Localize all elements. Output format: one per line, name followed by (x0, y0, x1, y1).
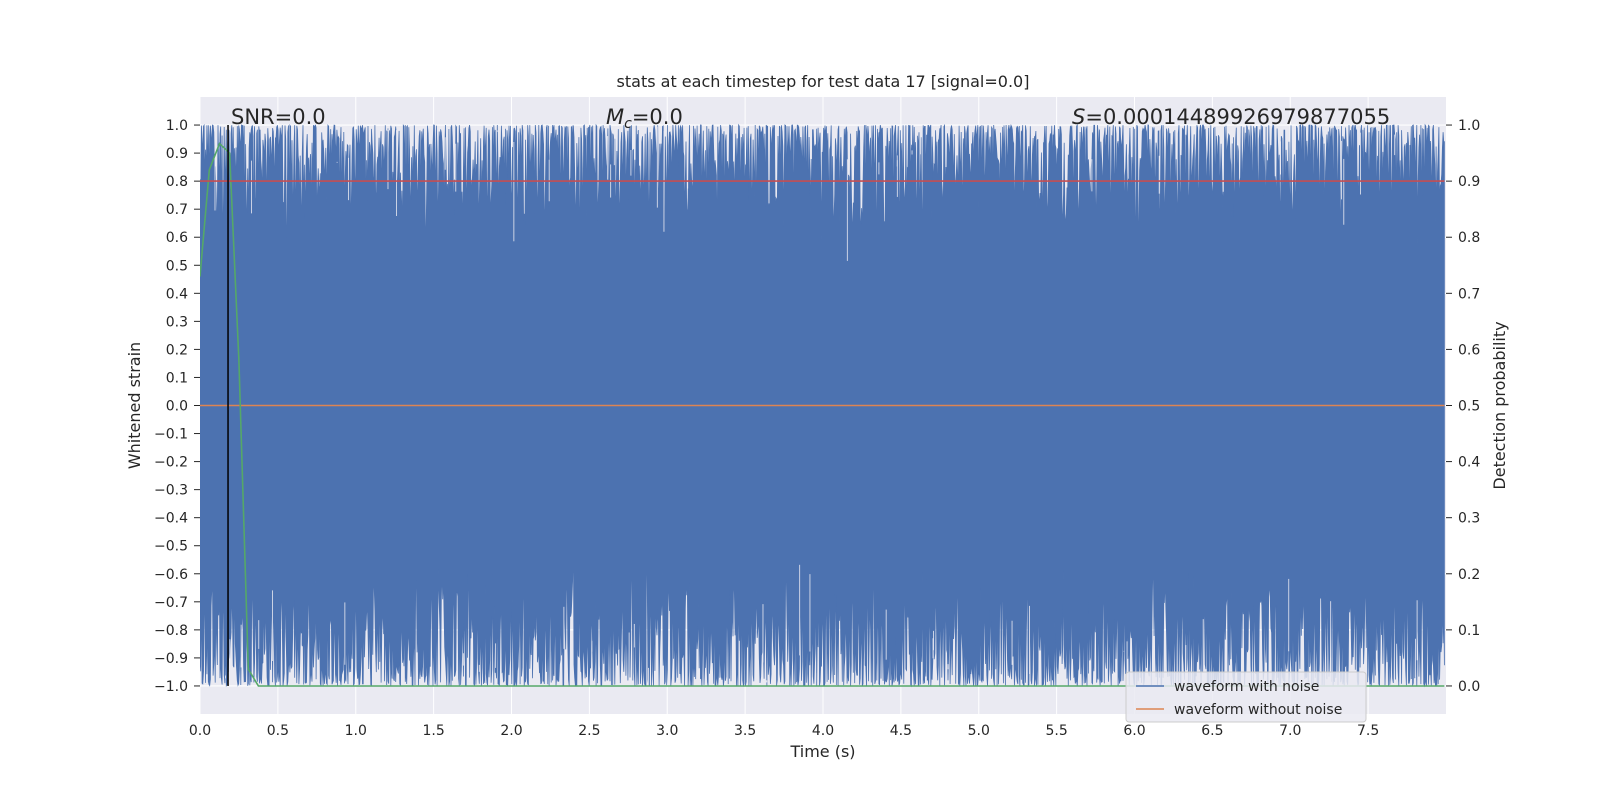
y2-tick-label: 0.9 (1458, 174, 1480, 190)
y-tick-label: −0.2 (154, 455, 188, 471)
y2-tick-label: 0.6 (1458, 342, 1480, 358)
y-tick-label: 0.6 (166, 230, 188, 246)
y-tick-label: −0.7 (154, 595, 188, 611)
legend-label-waveform-without-noise: waveform without noise (1174, 702, 1342, 718)
x-axis-ticks: 0.0 0.5 1.0 1.5 2.0 2.5 3.0 3.5 4.0 4.5 5.0 5.5 6.0 6… (189, 723, 1379, 739)
y-tick-label: −0.9 (154, 651, 188, 667)
x-tick-label: 7.5 (1357, 723, 1379, 739)
legend: waveform with noise waveform without noi… (1126, 672, 1366, 722)
y-tick-label: 1.0 (166, 118, 188, 134)
y-axis-left-label: Whitened strain (125, 342, 144, 469)
x-tick-label: 5.5 (1045, 723, 1067, 739)
y-tick-label: 0.7 (166, 202, 188, 218)
x-tick-label: 6.0 (1123, 723, 1145, 739)
y-tick-label: 0.3 (166, 314, 188, 330)
x-tick-label: 7.0 (1279, 723, 1301, 739)
y-tick-label: 0.9 (166, 146, 188, 162)
y-tick-label: 0.1 (166, 370, 188, 386)
chirp-mass-annotation: Mc=0.0 (606, 105, 683, 132)
x-tick-label: 2.5 (578, 723, 600, 739)
y2-tick-label: 0.2 (1458, 567, 1480, 583)
y-tick-label: 0.4 (166, 286, 188, 302)
y2-tick-label: 0.7 (1458, 286, 1480, 302)
x-tick-label: 2.0 (500, 723, 522, 739)
y-axis-right-ticks: 0.0 0.1 0.2 0.3 0.4 0.5 0.6 0.7 0.8 0.9 1.0 (1446, 118, 1480, 695)
x-axis-label: Time (s) (789, 742, 855, 761)
y2-tick-label: 1.0 (1458, 118, 1480, 134)
x-tick-label: 1.5 (422, 723, 444, 739)
x-tick-label: 3.5 (734, 723, 756, 739)
y-tick-label: −0.5 (154, 539, 188, 555)
snr-annotation: SNR=0.0 (231, 105, 326, 129)
y-tick-label: 0.8 (166, 174, 188, 190)
y-tick-label: 0.2 (166, 342, 188, 358)
y-tick-label: −1.0 (154, 679, 188, 695)
x-tick-label: 0.5 (267, 723, 289, 739)
x-tick-label: 6.5 (1201, 723, 1223, 739)
y-tick-label: −0.4 (154, 511, 188, 527)
x-tick-label: 4.5 (890, 723, 912, 739)
x-tick-label: 4.0 (812, 723, 834, 739)
y-tick-label: −0.6 (154, 567, 188, 583)
y2-tick-label: 0.5 (1458, 399, 1480, 415)
x-tick-label: 1.0 (345, 723, 367, 739)
x-tick-label: 0.0 (189, 723, 211, 739)
y2-tick-label: 0.0 (1458, 679, 1480, 695)
y2-tick-label: 0.8 (1458, 230, 1480, 246)
y-axis-right-label: Detection probability (1490, 321, 1509, 489)
y2-tick-label: 0.4 (1458, 455, 1480, 471)
y-tick-label: 0.5 (166, 258, 188, 274)
s-annotation: S=0.00014489926979877055 (1072, 105, 1390, 129)
y-tick-label: −0.8 (154, 623, 188, 639)
y-tick-label: 0.0 (166, 399, 188, 415)
legend-label-waveform-with-noise: waveform with noise (1174, 679, 1319, 695)
y-axis-left-ticks: −1.0 −0.9 −0.8 −0.7 −0.6 −0.5 −0.4 −0.3 −0.2 −0.1… (154, 118, 200, 695)
x-tick-label: 5.0 (968, 723, 990, 739)
y2-tick-label: 0.1 (1458, 623, 1480, 639)
y2-tick-label: 0.3 (1458, 511, 1480, 527)
y-tick-label: −0.1 (154, 427, 188, 443)
y-tick-label: −0.3 (154, 483, 188, 499)
x-tick-label: 3.0 (656, 723, 678, 739)
chart-title: stats at each timestep for test data 17 … (617, 72, 1030, 91)
